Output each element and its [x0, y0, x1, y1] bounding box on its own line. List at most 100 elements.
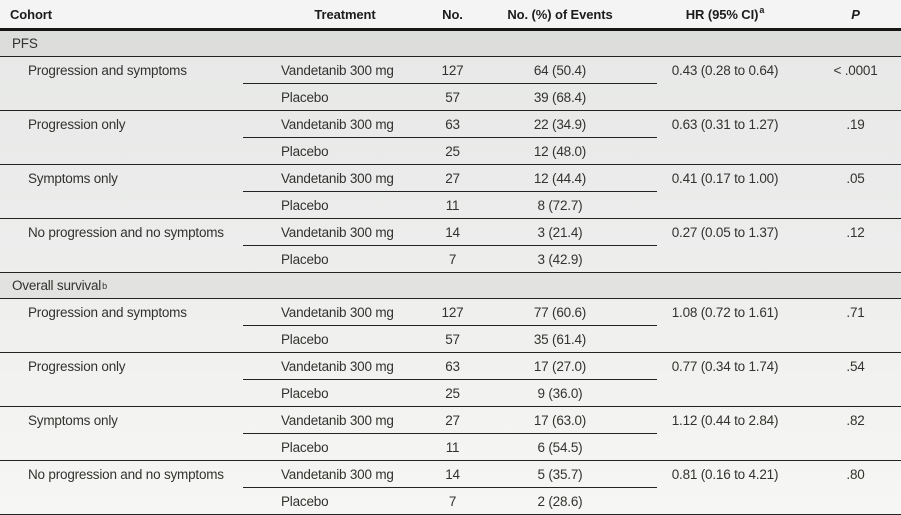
table-row: Placebo 25 9 (36.0): [0, 380, 901, 407]
no-cell: 57: [445, 331, 460, 347]
p-cell: .82: [846, 413, 865, 428]
treatment-cell: Placebo: [281, 331, 329, 347]
table-row: Placebo 11 8 (72.7): [0, 192, 901, 219]
events-cell: 17 (27.0): [533, 359, 587, 374]
no-cell: 7: [448, 493, 457, 509]
section-header-overall-survival: Overall survival b: [0, 273, 901, 299]
table-row: Symptoms only Vandetanib 300 mg 27 17 (63.0…: [0, 407, 901, 434]
col-header-p: P: [851, 6, 860, 22]
no-cell: 14: [445, 225, 460, 240]
p-cell: .71: [846, 305, 865, 320]
col-header-no: No.: [442, 6, 463, 22]
events-cell: 12 (48.0): [533, 143, 587, 159]
table-body: PFS Progression and symptoms Vandetanib 30…: [0, 31, 901, 515]
p-cell: .80: [846, 467, 865, 482]
table-row: No progression and no symptoms Vandetanib…: [0, 461, 901, 488]
cohort-cell: Symptoms only: [28, 413, 118, 428]
section-label: Overall survival: [12, 278, 102, 293]
no-cell: 63: [445, 359, 460, 374]
treatment-cell: Vandetanib 300 mg: [281, 305, 394, 320]
no-cell: 127: [441, 305, 464, 320]
hr-cell: 1.12 (0.44 to 2.84): [671, 413, 779, 428]
table-header-row: Cohort Treatment No. No. (%) of Events H…: [0, 0, 901, 31]
hr-cell: 0.77 (0.34 to 1.74): [671, 359, 779, 374]
table-row: Progression and symptoms Vandetanib 300 m…: [0, 299, 901, 326]
row-divider-line: [243, 487, 657, 488]
p-cell: .19: [846, 117, 865, 132]
hr-cell: 0.43 (0.28 to 0.64): [671, 63, 779, 78]
treatment-cell: Vandetanib 300 mg: [281, 467, 394, 482]
cohort-cell: Progression and symptoms: [28, 63, 187, 78]
events-cell: 3 (21.4): [537, 225, 583, 240]
p-cell: < .0001: [833, 63, 878, 78]
row-divider-line: [243, 83, 657, 84]
cohort-cell: Progression only: [28, 359, 126, 374]
cohort-cell: No progression and no symptoms: [28, 467, 224, 482]
cohort-cell: Symptoms only: [28, 171, 118, 186]
row-divider-line: [243, 137, 657, 138]
row-divider-line: [243, 325, 657, 326]
no-cell: 63: [445, 117, 460, 132]
events-cell: 9 (36.0): [537, 385, 583, 401]
events-cell: 12 (44.4): [533, 171, 587, 186]
no-cell: 25: [445, 143, 460, 159]
table-row: Progression only Vandetanib 300 mg 63 17 (2…: [0, 353, 901, 380]
treatment-cell: Placebo: [281, 197, 329, 213]
events-cell: 6 (54.5): [537, 439, 583, 455]
col-header-cohort: Cohort: [10, 6, 52, 22]
events-cell: 64 (50.4): [533, 63, 587, 78]
row-divider-line: [243, 433, 657, 434]
treatment-cell: Placebo: [281, 439, 329, 455]
p-cell: .54: [846, 359, 865, 374]
row-divider-line: [243, 379, 657, 380]
no-cell: 11: [445, 197, 460, 213]
no-cell: 25: [445, 385, 460, 401]
events-cell: 17 (63.0): [533, 413, 587, 428]
treatment-cell: Placebo: [281, 143, 329, 159]
no-cell: 11: [445, 439, 460, 455]
table-row: Placebo 7 3 (42.9): [0, 246, 901, 273]
col-header-hr-footnote-marker: a: [759, 6, 765, 16]
no-cell: 57: [445, 89, 460, 105]
treatment-cell: Vandetanib 300 mg: [281, 359, 394, 374]
p-cell: .12: [846, 225, 865, 240]
table-row: Placebo 25 12 (48.0): [0, 138, 901, 165]
row-divider-line: [243, 191, 657, 192]
events-cell: 35 (61.4): [533, 331, 587, 347]
table-row: Placebo 57 35 (61.4): [0, 326, 901, 353]
row-divider-line: [243, 245, 657, 246]
events-cell: 77 (60.6): [533, 305, 587, 320]
treatment-cell: Placebo: [281, 385, 329, 401]
no-cell: 14: [445, 467, 460, 482]
table-row: Placebo 7 2 (28.6): [0, 488, 901, 515]
hr-cell: 0.41 (0.17 to 1.00): [671, 171, 779, 186]
treatment-cell: Vandetanib 300 mg: [281, 171, 394, 186]
no-cell: 127: [441, 63, 464, 78]
treatment-cell: Placebo: [281, 251, 329, 267]
table-row: Placebo 11 6 (54.5): [0, 434, 901, 461]
hr-cell: 0.27 (0.05 to 1.37): [671, 225, 779, 240]
table-row: No progression and no symptoms Vandetanib…: [0, 219, 901, 246]
section-header-pfs: PFS: [0, 31, 901, 57]
p-cell: .05: [846, 171, 865, 186]
treatment-cell: Vandetanib 300 mg: [281, 63, 394, 78]
col-header-events: No. (%) of Events: [507, 6, 613, 22]
col-header-treatment: Treatment: [314, 6, 376, 22]
cohort-cell: Progression and symptoms: [28, 305, 187, 320]
col-header-hr: HR (95% CI)a: [640, 7, 810, 22]
treatment-cell: Vandetanib 300 mg: [281, 117, 394, 132]
treatment-cell: Vandetanib 300 mg: [281, 413, 394, 428]
treatment-cell: Placebo: [281, 89, 329, 105]
no-cell: 7: [448, 251, 457, 267]
col-header-hr-label: HR (95% CI): [685, 6, 759, 22]
table-row: Progression only Vandetanib 300 mg 63 22 (3…: [0, 111, 901, 138]
events-cell: 3 (42.9): [537, 251, 583, 267]
treatment-cell: Placebo: [281, 493, 329, 509]
hr-cell: 1.08 (0.72 to 1.61): [671, 305, 779, 320]
section-label: PFS: [12, 36, 38, 51]
table-row: Placebo 57 39 (68.4): [0, 84, 901, 111]
events-cell: 22 (34.9): [533, 117, 587, 132]
hr-cell: 0.81 (0.16 to 4.21): [671, 467, 779, 482]
no-cell: 27: [445, 413, 460, 428]
